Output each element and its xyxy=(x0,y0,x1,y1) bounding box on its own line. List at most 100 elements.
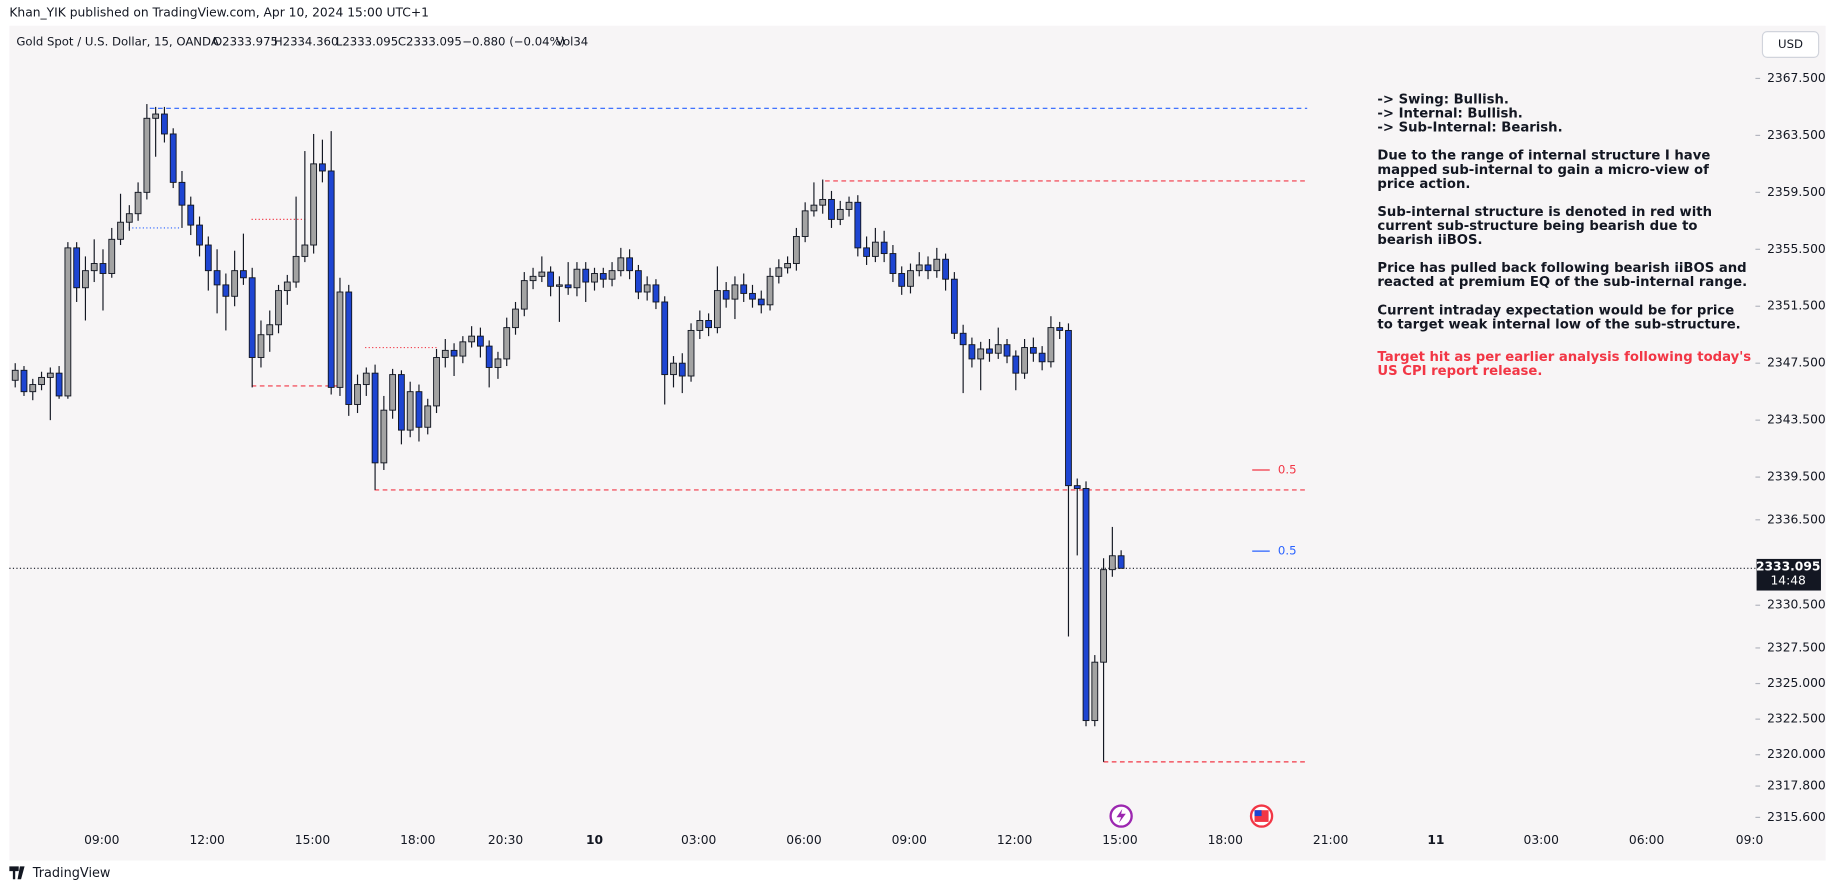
note-line: Price has pulled back following bearish … xyxy=(1377,261,1746,276)
candle-body xyxy=(634,270,642,293)
candle-body xyxy=(652,284,660,303)
candle-body xyxy=(670,362,677,376)
highlight-line: US CPI report release. xyxy=(1377,364,1542,379)
candle-body xyxy=(222,284,230,297)
close: C2333.095 xyxy=(398,35,462,49)
candle-body xyxy=(889,253,897,274)
candle-body xyxy=(292,255,300,283)
candle-body xyxy=(1108,555,1116,571)
candle-body xyxy=(283,281,291,292)
candle-body xyxy=(924,264,932,272)
low: L2333.095 xyxy=(336,35,398,49)
x-tick-label: 15:00 xyxy=(1102,833,1137,847)
y-tick-label: 2317.800 xyxy=(1767,779,1826,793)
note-line: -> Internal: Bullish. xyxy=(1377,107,1522,122)
candle-body xyxy=(301,244,309,257)
candle-body xyxy=(134,191,142,215)
candle-body xyxy=(1012,355,1020,374)
countdown: 14:48 xyxy=(1770,574,1805,588)
candle-body xyxy=(1065,329,1072,487)
candle-body xyxy=(599,273,607,280)
candle-body xyxy=(362,372,370,386)
candle-body xyxy=(950,278,958,334)
candle-body xyxy=(766,275,774,306)
candle-body xyxy=(845,201,853,210)
candle-body xyxy=(564,284,572,289)
candle-body xyxy=(29,384,37,393)
candle-body xyxy=(73,247,81,289)
candle-body xyxy=(854,201,862,249)
event-icon[interactable] xyxy=(1109,804,1133,828)
y-tick-label: 2355.500 xyxy=(1767,242,1826,256)
candle-body xyxy=(986,348,993,354)
x-tick-label: 18:00 xyxy=(400,833,435,847)
candle-body xyxy=(441,349,449,358)
candle-body xyxy=(82,270,89,289)
note-line: to target weak internal low of the sub-s… xyxy=(1377,317,1740,332)
candle-body xyxy=(520,280,528,310)
candle-body xyxy=(705,320,712,329)
x-tick-label: 12:00 xyxy=(997,833,1032,847)
x-tick-label: 09:00 xyxy=(84,833,119,847)
candle-body xyxy=(310,163,318,246)
candle-body xyxy=(494,358,502,368)
note-line: bearish iiBOS. xyxy=(1377,233,1482,248)
candle-body xyxy=(784,263,791,269)
note-line: mapped sub-internal to gain a micro-view… xyxy=(1377,163,1709,178)
y-tick-label: 2339.500 xyxy=(1767,470,1826,484)
currency[interactable]: USD xyxy=(1778,37,1803,51)
candle-body xyxy=(775,267,783,277)
candle-body xyxy=(836,208,844,220)
candle-body xyxy=(468,335,476,343)
candle-body xyxy=(907,270,914,287)
us-event-icon[interactable] xyxy=(1249,804,1274,828)
candle-body xyxy=(231,270,239,297)
candle-body xyxy=(424,405,432,428)
candle-body xyxy=(503,327,511,360)
candle-body xyxy=(398,374,405,431)
note-line: Due to the range of internal structure I… xyxy=(1377,149,1710,164)
y-tick-label: 2315.600 xyxy=(1767,810,1826,824)
candle-body xyxy=(257,334,265,358)
candle-body xyxy=(1029,347,1037,354)
y-tick-label: 2363.500 xyxy=(1767,128,1826,142)
candle-body xyxy=(696,320,704,331)
candle-body xyxy=(538,271,546,277)
candle-body xyxy=(433,357,440,407)
candle-body xyxy=(90,263,98,272)
candle-body xyxy=(1091,661,1099,722)
x-tick-label: 06:00 xyxy=(1629,833,1664,847)
candle-body xyxy=(678,362,686,377)
x-tick-label: 09:0 xyxy=(1736,833,1764,847)
x-tick-label: 06:00 xyxy=(786,833,821,847)
candle-body xyxy=(994,344,1002,354)
change: −0.880 (−0.04%) xyxy=(462,35,565,49)
candle-body xyxy=(161,113,168,135)
candle-body xyxy=(1082,488,1090,722)
candle-body xyxy=(266,324,274,336)
candle-body xyxy=(20,369,28,393)
candle-body xyxy=(871,241,879,257)
y-tick-label: 2359.500 xyxy=(1767,185,1826,199)
high: H2334.360 xyxy=(274,35,339,49)
candle-body xyxy=(626,257,634,272)
x-tick-label: 18:00 xyxy=(1208,833,1243,847)
candle-body xyxy=(1073,485,1081,489)
candle-body xyxy=(942,258,949,280)
x-tick-label: 10 xyxy=(586,833,603,847)
candle-body xyxy=(389,374,397,411)
candle-body xyxy=(143,117,151,193)
x-tick-label: 15:00 xyxy=(295,833,330,847)
price-label: 2333.095 xyxy=(1756,560,1820,574)
currency-button[interactable] xyxy=(1761,31,1820,58)
candle-body xyxy=(687,329,695,377)
candle-body xyxy=(108,238,116,274)
candle-body xyxy=(722,290,730,300)
candle-body xyxy=(345,291,353,405)
candle-body xyxy=(740,284,748,294)
y-tick-label: 2343.500 xyxy=(1767,413,1826,427)
candle-body xyxy=(354,384,361,405)
candle-body xyxy=(512,308,519,329)
candle-body xyxy=(1003,344,1011,357)
